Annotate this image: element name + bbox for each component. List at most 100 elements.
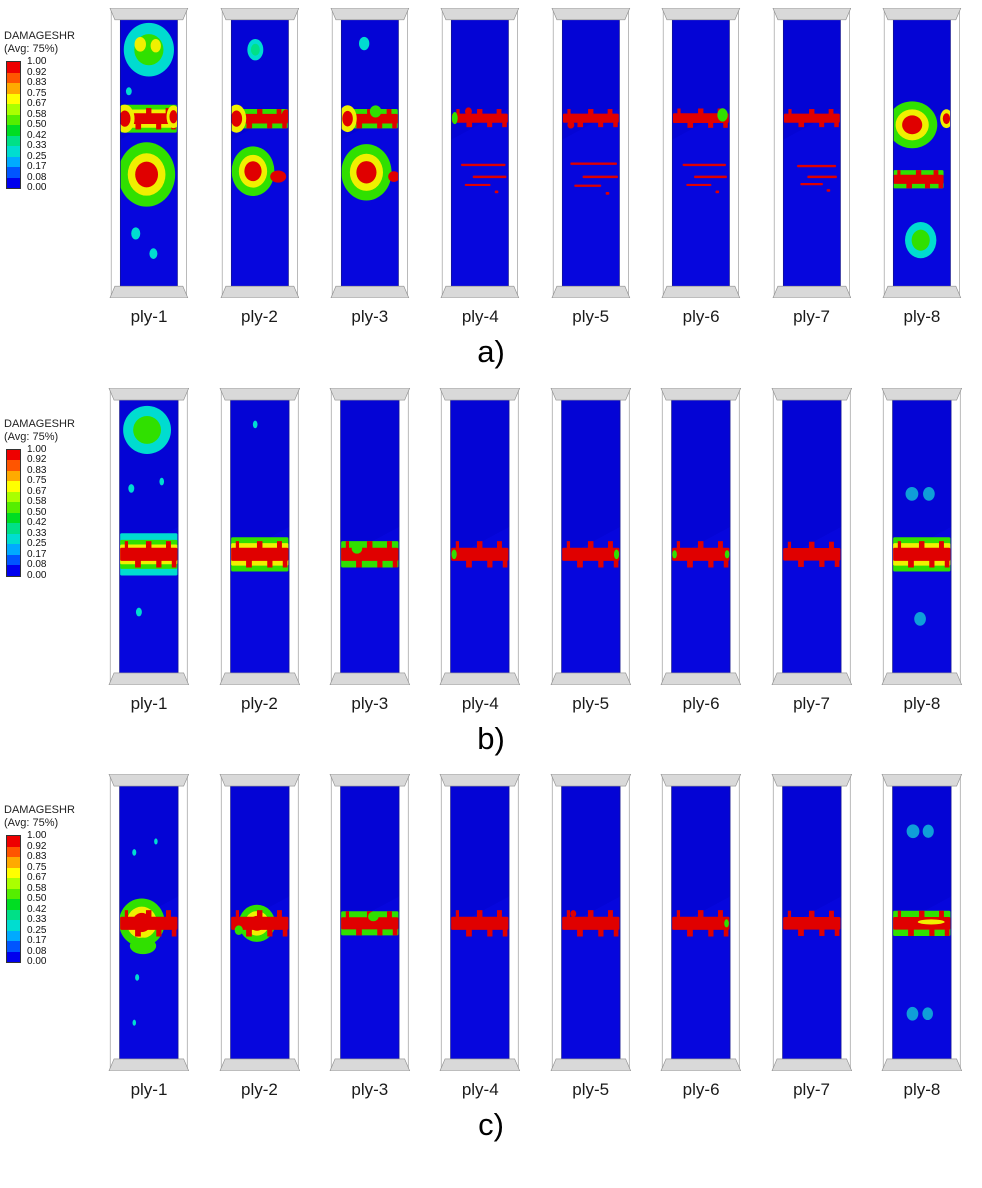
ply-3: ply-3 — [316, 774, 424, 1100]
section-label-a: a) — [477, 334, 505, 369]
ply-label: ply-3 — [351, 307, 389, 326]
legend-tick: 0.50 — [27, 119, 47, 130]
ply-label: ply-7 — [793, 1080, 830, 1100]
specimen-contour — [551, 8, 631, 298]
legend-tick: 0.58 — [27, 108, 47, 120]
ply-3: ply-3 — [316, 8, 424, 327]
ply-label: ply-8 — [903, 693, 941, 713]
specimen-contour — [660, 387, 742, 685]
ply-label: ply-4 — [461, 1080, 499, 1100]
specimen-contour — [109, 8, 189, 298]
ply-label: ply-1 — [130, 693, 168, 713]
legend-tick: 0.67 — [27, 485, 47, 497]
ply-2: ply-2 — [205, 774, 313, 1100]
legend-color-band — [7, 951, 20, 963]
ply-1: ply-1 — [95, 774, 203, 1100]
legend-tick: 0.83 — [27, 464, 47, 476]
legend-color-band — [7, 941, 20, 952]
ply-label: ply-6 — [682, 307, 720, 326]
legend-tick: 0.92 — [27, 454, 47, 466]
specimen-contour — [660, 774, 742, 1072]
legend-tick: 0.25 — [27, 538, 47, 550]
ply-label: ply-3 — [351, 1080, 389, 1100]
ply-label: ply-2 — [240, 693, 278, 713]
legend-color-band — [7, 449, 20, 461]
legend-colorbar — [6, 61, 21, 189]
ply-label: ply-8 — [903, 307, 941, 326]
ply-4: ply-4 — [426, 8, 534, 327]
legend-tick: 0.58 — [27, 882, 47, 894]
ply-7: ply-7 — [758, 8, 866, 327]
legend-color-band — [7, 502, 20, 513]
legend-color-band — [7, 167, 20, 178]
legend-color-band — [7, 878, 20, 889]
ply-label: ply-1 — [130, 1080, 168, 1100]
legend-colorbar — [6, 835, 21, 964]
legend-tick: 0.50 — [27, 893, 47, 905]
specimen-contour — [330, 8, 410, 298]
ply-2: ply-2 — [205, 387, 313, 714]
legend-tick: 0.33 — [27, 527, 47, 539]
legend-tick: 0.75 — [27, 475, 47, 487]
ply-label: ply-7 — [793, 307, 830, 326]
legend-color-band — [7, 920, 20, 931]
legend-tick: 0.92 — [27, 840, 47, 852]
ply-label: ply-4 — [461, 693, 499, 713]
legend-tick: 0.83 — [27, 77, 47, 88]
legend-tick: 0.33 — [27, 140, 47, 151]
specimen-contour — [771, 774, 852, 1072]
legend-tick: 0.17 — [27, 548, 47, 560]
legend-tick: 0.58 — [27, 496, 47, 508]
specimen-contour — [329, 387, 411, 685]
legend-subtitle: (Avg: 75%) — [4, 817, 59, 830]
legend-title: DAMAGESHR — [4, 804, 75, 817]
legend-title: DAMAGESHR — [4, 30, 75, 42]
legend-tick: 0.00 — [27, 956, 47, 968]
ply-label: ply-4 — [461, 307, 499, 326]
ply-8: ply-8 — [868, 387, 976, 714]
legend-tick: 0.17 — [27, 161, 47, 172]
fea-damage-figure: DAMAGESHR (Avg: 75%) 1.00 0.92 0.83 0.75 0.6… — [0, 8, 982, 1143]
legend-color-band — [7, 857, 20, 868]
section-label-c: c) — [478, 1107, 504, 1143]
specimen-contour — [882, 8, 962, 298]
ply-7: ply-7 — [758, 387, 866, 714]
legend-tick: 0.83 — [27, 851, 47, 863]
legend-tick: 0.17 — [27, 935, 47, 947]
legend-color-band — [7, 533, 20, 545]
ply-row-a: ply-1 ply-2 ply-3 ply-4 ply-5 ply-6 ply-7 ply-8 — [95, 8, 976, 327]
specimen-contour — [881, 774, 963, 1072]
ply-6: ply-6 — [647, 8, 755, 327]
legend-tick: 0.25 — [27, 924, 47, 936]
specimen-contour — [329, 774, 411, 1072]
ply-8: ply-8 — [868, 774, 976, 1100]
legend-tick: 0.50 — [27, 506, 47, 518]
section-b: DAMAGESHR (Avg: 75%) 1.00 0.92 0.83 0.75 0.6… — [0, 380, 982, 757]
contour-legend: DAMAGESHR (Avg: 75%) 1.00 0.92 0.83 0.75 0.6… — [4, 418, 94, 582]
legend-subtitle: (Avg: 75%) — [4, 430, 59, 443]
specimen-contour — [220, 8, 299, 298]
specimen-contour — [439, 387, 521, 685]
legend-color-band — [7, 460, 20, 471]
contour-legend: DAMAGESHR (Avg: 75%) 1.00 0.92 0.83 0.75 0.6… — [4, 804, 94, 968]
ply-row-c: ply-1 ply-2 ply-3 ply-4 ply-5 ply-6 ply-7 ply-8 — [95, 774, 976, 1100]
specimen-contour — [219, 387, 300, 685]
legend-color-band — [7, 888, 20, 900]
ply-row-b: ply-1 ply-2 ply-3 ply-4 ply-5 ply-6 ply-7 ply-8 — [95, 387, 976, 714]
ply-label: ply-5 — [572, 693, 610, 713]
legend-color-band — [7, 565, 20, 576]
ply-label: ply-1 — [130, 307, 168, 326]
legend-color-band — [7, 909, 20, 921]
legend-color-band — [7, 512, 20, 524]
legend-tick: 0.67 — [27, 98, 47, 109]
specimen-contour — [550, 387, 631, 685]
legend-tick: 0.00 — [27, 569, 47, 581]
specimen-contour — [108, 774, 190, 1072]
legend-tick: 0.92 — [27, 66, 47, 78]
legend-color-band — [7, 62, 20, 73]
legend-color-band — [7, 125, 20, 136]
legend-tick: 0.42 — [27, 129, 47, 141]
specimen-contour — [219, 774, 300, 1072]
legend-tick: 0.67 — [27, 872, 47, 884]
ply-6: ply-6 — [647, 774, 755, 1100]
